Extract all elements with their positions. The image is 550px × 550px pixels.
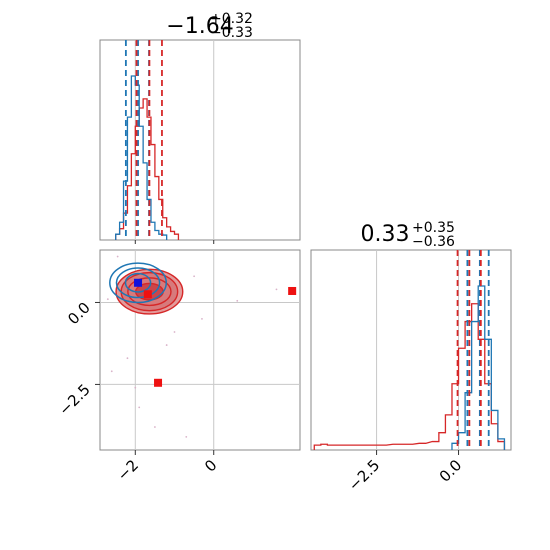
x-tick-label-param-2: 0.0 [436,456,466,486]
svg-text:0.33: 0.33 [361,222,410,247]
hist-panel-param-1 [99,39,301,241]
hist-blue-param-2 [451,285,506,450]
marker-red [143,290,152,299]
title-param-1: −1.64 +0.32 −0.33 [166,11,253,41]
title-lower-2: −0.36 [412,234,455,250]
scatter-point [134,386,137,389]
scatter-point [201,317,203,320]
scatter-point [165,344,168,346]
scatter-point [116,255,119,258]
marker-blue [134,278,143,287]
panel-frame [310,249,512,451]
scatter-point [173,331,176,333]
title-param-2: 0.33 +0.35 −0.36 [361,220,455,250]
scatter-point [110,370,113,373]
hist-panel-param-2 [310,249,512,451]
x-tick-label-param-1: 0 [201,456,220,475]
scatter-point [236,299,239,302]
y-tick-label-param-2: −2.5 [55,381,93,419]
hist-red-param-2 [313,303,506,450]
title-median-2: 0.33 [361,222,410,247]
hist-blue-param-1 [115,75,168,240]
scatter-point [126,357,129,360]
scatter-point [138,406,141,409]
contour-blue [115,267,161,299]
panel-frame [99,39,301,241]
title-median-1: −1.64 [166,14,233,39]
marker-red [154,378,163,387]
x-tick-label-param-1: −2 [114,456,142,484]
scatter-point [193,275,196,278]
title-upper-2: +0.35 [412,220,455,236]
y-tick-label-param-2: 0.0 [64,299,94,329]
scatter-panel-2d [99,249,301,451]
scatter-point [275,288,278,291]
contour-blue [109,262,168,304]
svg-text:−1.64: −1.64 [166,14,233,39]
x-tick-label-param-2: −2.5 [345,456,383,494]
scatter-point [185,435,188,438]
marker-red [288,286,297,295]
title-lower-1: −0.33 [210,25,253,41]
panel-frame [99,249,301,451]
scatter-point [154,426,156,428]
title-upper-1: +0.32 [210,11,253,27]
scatter-point [106,298,109,301]
contour-blue [124,272,152,293]
